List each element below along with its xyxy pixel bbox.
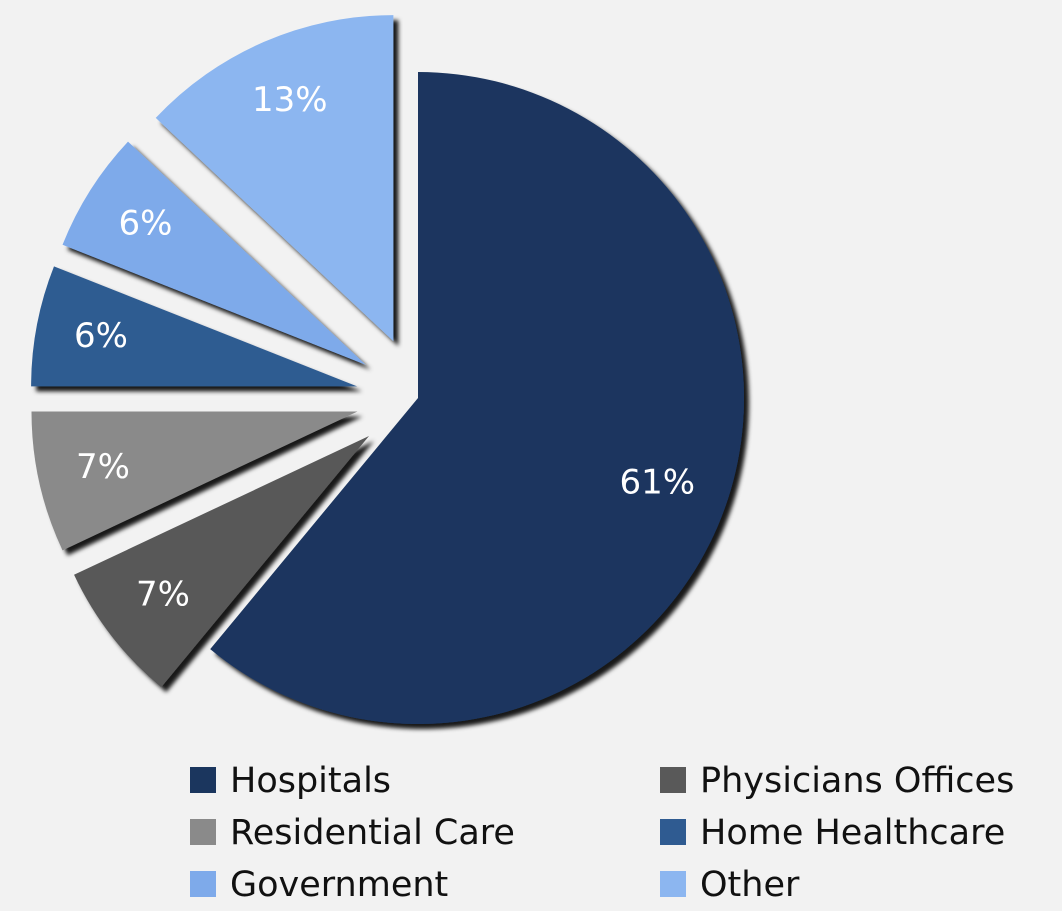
legend-label: Home Healthcare	[700, 813, 1005, 853]
pie-slice	[155, 15, 394, 342]
pie-slice	[62, 141, 366, 365]
legend-label: Residential Care	[230, 813, 515, 853]
legend-swatch	[190, 819, 216, 845]
pie-slice	[31, 411, 358, 551]
pie-slice	[74, 436, 370, 688]
data-label: 7%	[76, 447, 130, 487]
legend-swatch	[660, 871, 686, 897]
data-label: 13%	[252, 80, 328, 120]
data-label: 6%	[74, 316, 128, 356]
pie-slice	[210, 72, 745, 724]
pie-slice	[31, 266, 358, 387]
data-label: 61%	[619, 463, 695, 503]
data-label: 6%	[118, 204, 172, 244]
data-label: 7%	[136, 574, 190, 614]
legend-label: Other	[700, 865, 800, 905]
legend-swatch	[190, 871, 216, 897]
legend-label: Hospitals	[230, 761, 391, 801]
legend-swatch	[660, 767, 686, 793]
legend-swatch	[190, 767, 216, 793]
legend-label: Government	[230, 865, 448, 905]
legend-label: Physicians Offices	[700, 761, 1014, 801]
legend-swatch	[660, 819, 686, 845]
